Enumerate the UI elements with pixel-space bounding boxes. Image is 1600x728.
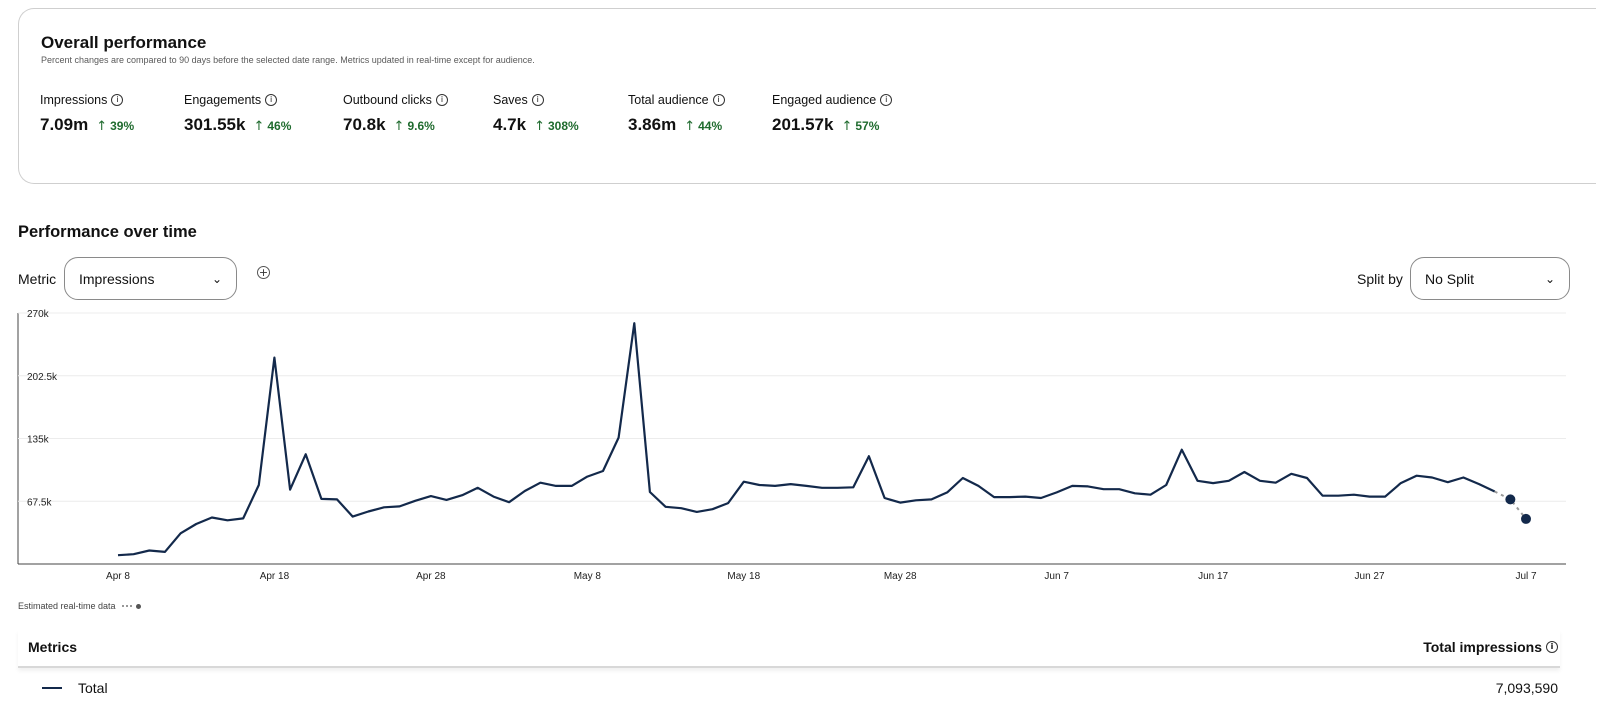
metric-engaged-audience: Engaged audience i 201.57k ↑ 57% (772, 93, 893, 135)
estimated-legend-label: Estimated real-time data (18, 601, 116, 611)
split-by-label: Split by (1357, 271, 1403, 287)
x-tick-label: Apr 8 (106, 571, 130, 582)
metric-saves: Saves i 4.7k ↑ 308% (493, 93, 579, 135)
estimated-legend: Estimated real-time data (18, 601, 141, 611)
metric-select-value: Impressions (79, 270, 155, 287)
estimated-point[interactable] (1505, 494, 1516, 505)
metric-impressions: Impressions i 7.09m ↑ 39% (40, 93, 134, 135)
arrow-up-icon: ↑ (684, 119, 696, 134)
overall-performance-card: Overall performance Percent changes are … (18, 8, 1596, 184)
overall-performance-title: Overall performance (41, 33, 207, 52)
overall-performance-subtitle: Percent changes are compared to 90 days … (41, 55, 535, 65)
metric-outbound-clicks: Outbound clicks i 70.8k ↑ 9.6% (343, 93, 448, 135)
metric-label: Engaged audience (772, 93, 877, 107)
arrow-up-icon: ↑ (393, 119, 405, 134)
x-tick-label: May 18 (727, 571, 760, 582)
info-icon[interactable]: i (265, 94, 278, 106)
metric-label: Saves (493, 93, 528, 107)
metric-change: 44% (698, 119, 723, 133)
x-tick-label: Jun 17 (1198, 571, 1228, 582)
metric-value: 3.86m (628, 115, 677, 134)
metric-label: Outbound clicks (343, 93, 432, 107)
x-tick-label: May 28 (884, 571, 917, 582)
info-icon[interactable]: i (531, 94, 544, 106)
x-tick-label: Apr 18 (260, 571, 290, 582)
metric-select-label: Metric (18, 271, 57, 287)
performance-over-time-title: Performance over time (18, 223, 197, 241)
chevron-down-icon: ⌄ (211, 271, 222, 286)
x-tick-label: May 8 (574, 571, 602, 582)
arrow-up-icon: ↑ (96, 119, 108, 134)
arrow-up-icon: ↑ (253, 119, 265, 134)
metrics-column-header: Metrics (28, 639, 78, 655)
metric-change: 9.6% (407, 119, 435, 133)
arrow-up-icon: ↑ (841, 119, 853, 134)
metric-value: 301.55k (184, 115, 246, 134)
y-tick-label: 270k (27, 309, 50, 320)
metric-label: Impressions (40, 93, 108, 107)
total-impressions-column-header: Total impressions (1423, 639, 1542, 655)
y-tick-label: 67.5k (27, 497, 52, 508)
metrics-table-header: Metrics Total impressions i (18, 630, 1560, 668)
metric-select[interactable]: Impressions ⌄ (64, 257, 237, 300)
estimated-point[interactable] (1521, 513, 1531, 524)
metric-change: 308% (548, 119, 579, 133)
metric-label: Engagements (184, 93, 262, 107)
arrow-up-icon: ↑ (534, 119, 545, 134)
info-icon[interactable]: i (1546, 641, 1558, 653)
split-select[interactable]: No Split ⌄ (1410, 257, 1570, 300)
performance-line-chart: 67.5k 135k 202.5k 270k Apr 8 Apr 18 Apr 28 May… (17, 309, 1566, 582)
x-tick-label: Jul 7 (1515, 571, 1537, 582)
info-icon[interactable]: i (880, 94, 893, 106)
metric-change: 57% (855, 119, 880, 133)
info-icon[interactable]: i (712, 94, 725, 106)
metric-change: 46% (267, 119, 292, 133)
metric-total-audience: Total audience i 3.86m ↑ 44% (628, 93, 725, 135)
series-swatch (42, 687, 62, 689)
estimated-dots-icon (121, 603, 141, 609)
metric-engagements: Engagements i 301.55k ↑ 46% (184, 93, 291, 135)
info-icon[interactable]: i (435, 94, 448, 106)
metric-change: 39% (110, 119, 135, 133)
x-tick-label: Jun 7 (1044, 571, 1069, 582)
metric-label: Total audience (628, 93, 709, 107)
metric-value: 4.7k (493, 115, 527, 134)
x-tick-label: Apr 28 (416, 571, 446, 582)
metric-value: 70.8k (343, 115, 386, 134)
series-line-total (117, 322, 1496, 557)
chevron-down-icon: ⌄ (1544, 271, 1555, 286)
row-value: 7,093,590 (1495, 680, 1558, 696)
metric-value: 201.57k (772, 115, 834, 134)
metric-value: 7.09m (40, 115, 89, 134)
y-tick-label: 135k (27, 435, 50, 446)
add-metric-icon[interactable]: + (257, 266, 270, 279)
y-tick-label: 202.5k (27, 372, 58, 383)
row-label: Total (78, 680, 108, 696)
info-icon[interactable]: i (111, 94, 124, 106)
table-row: Total 7,093,590 (18, 676, 1560, 702)
split-select-value: No Split (1425, 270, 1475, 287)
x-tick-label: Jun 27 (1355, 571, 1385, 582)
